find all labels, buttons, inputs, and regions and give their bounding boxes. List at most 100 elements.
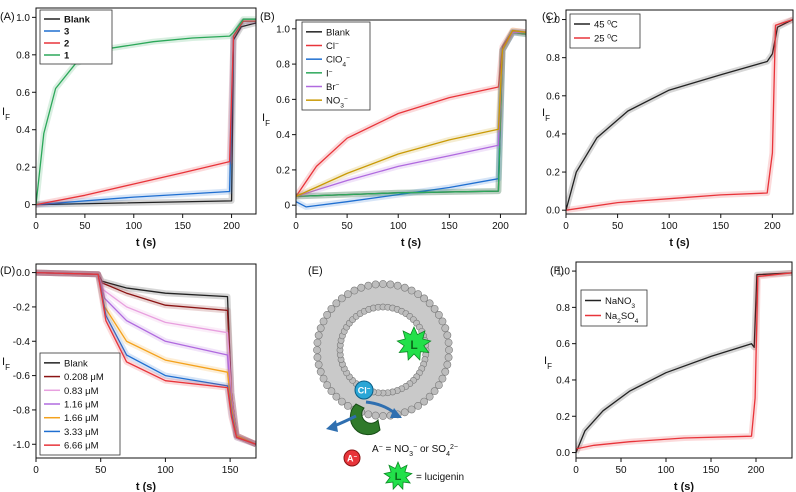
lipid-head-outer: [438, 374, 447, 383]
legend-label: Blank: [64, 15, 91, 26]
lipid-head-outer: [314, 360, 323, 369]
lipid-head-outer: [434, 381, 443, 390]
x-tick-label: 150: [703, 465, 720, 476]
y-tick-label: -0.6: [13, 371, 31, 382]
y-tick-label: 0.6: [556, 339, 570, 350]
series-group: [36, 16, 256, 208]
legend-box: [301, 21, 371, 111]
panel-label: (E): [308, 265, 323, 277]
chloride-ion-icon: [354, 380, 374, 400]
lipid-head-outer: [443, 331, 452, 340]
x-tick-label: 150: [712, 221, 729, 232]
legend-label: 45 0C: [594, 19, 618, 31]
lipid-head-outer: [400, 283, 409, 292]
x-tick-label: 200: [764, 221, 781, 232]
y-tick-label: 0.2: [16, 163, 30, 174]
legend-label: 1.16 μM: [64, 400, 99, 411]
lipid-head-outer: [400, 408, 409, 417]
y-tick-label: -0.4: [13, 337, 31, 348]
lipid-head-outer: [313, 338, 322, 347]
lipid-head-outer: [319, 374, 328, 383]
lipid-head-outer: [371, 280, 380, 289]
y-tick-label: 1.0: [556, 267, 570, 278]
x-tick-label: 200: [492, 221, 509, 232]
chart-panel-a: (A) 0 50 100 150 200 0 0.2 0.4 0.6 0.8 1.0 t (s) IF Bl…: [0, 7, 257, 249]
y-tick-label: 1.0: [16, 13, 30, 24]
x-tick-label: 100: [157, 465, 174, 476]
lucigenin-legend-symbol: L: [395, 471, 402, 483]
lipid-head-outer: [425, 392, 434, 401]
lipid-head-outer: [350, 286, 359, 295]
y-axis-label: IF: [542, 107, 550, 123]
series-line: [296, 29, 526, 197]
legend-label: Blank: [326, 27, 350, 38]
x-tick-label: 150: [222, 465, 239, 476]
x-tick-label: 200: [748, 465, 765, 476]
lipid-head-outer: [444, 353, 453, 362]
y-tick-label: 0.2: [556, 412, 570, 423]
series-group: [36, 269, 256, 448]
y-tick-label: 0.2: [276, 165, 290, 176]
legend: Blank Cl−ClO4−I− Br−NO3−: [301, 21, 371, 111]
legend-label: 6.66 μM: [64, 441, 99, 452]
lipid-head-outer: [337, 397, 346, 406]
legend-label: 3: [64, 27, 69, 38]
legend-label: Blank: [64, 358, 88, 369]
x-tick-label: 50: [615, 465, 627, 476]
y-tick-label: 0.8: [546, 53, 560, 64]
lipid-head-outer: [434, 310, 443, 319]
series-line: [36, 271, 256, 445]
lipid-head-outer: [327, 304, 336, 313]
arrow-out-head-icon: [390, 408, 402, 418]
lipid-head-outer: [444, 338, 453, 347]
chart-panel-b: (B) 0 50 100 150 200 0 0.2 0.4 0.6 0.8 1.0 t (s) IF Bl…: [260, 11, 527, 249]
legend-label: 0.208 μM: [64, 372, 104, 383]
legend-label: 0.83 μM: [64, 386, 99, 397]
anion-icon: [343, 449, 361, 467]
y-tick-label: 0.0: [16, 268, 30, 279]
chart-panel-c: (C) 0 50 100 150 200 0.0 0.2 0.4 0.6 0.8 1.0 t (s) IF…: [542, 9, 794, 249]
lipid-head-outer: [371, 411, 380, 420]
legend-label: 1: [64, 51, 70, 62]
lipid-head-outer: [420, 294, 429, 303]
panel-label: (B): [260, 11, 275, 23]
y-tick-label: 0.8: [16, 50, 30, 61]
lipid-head-outer: [313, 346, 321, 354]
x-tick-label: 100: [661, 221, 678, 232]
x-tick-label: 50: [342, 221, 354, 232]
y-tick-label: 0.4: [276, 130, 290, 141]
y-tick-label: 0.4: [16, 125, 30, 136]
lucigenin-legend-icon: [383, 460, 413, 491]
series-group: [576, 269, 792, 454]
x-tick-label: 0: [33, 221, 39, 232]
lipid-heads: [313, 280, 453, 420]
x-axis-label: t (s): [136, 237, 157, 249]
y-tick-label: 0.2: [546, 168, 560, 179]
y-tick-label: 0.4: [546, 129, 560, 140]
panel-label: (C): [542, 11, 557, 23]
series-group: [296, 27, 526, 210]
axes-frame: [565, 9, 794, 215]
axes-frame: [295, 19, 527, 215]
legend-label: 2: [64, 39, 69, 50]
y-tick-label: 0.8: [276, 60, 290, 71]
legend-label: Cl−: [326, 41, 339, 53]
legend: 45 0C 25 0C: [569, 13, 641, 49]
y-tick-label: 0.8: [556, 303, 570, 314]
lipid-head-outer: [386, 280, 395, 289]
lipid-head-outer: [379, 280, 387, 288]
legend-label: 1.66 μM: [64, 413, 99, 424]
legend-label: 3.33 μM: [64, 427, 99, 438]
vesicle-membrane: [317, 284, 449, 416]
schematic-panel-e: (E) L Cl− A− A− = NO3− or SO42− L = lucigenin: [308, 265, 464, 491]
series-group: [566, 16, 793, 214]
lipid-head-outer: [445, 346, 453, 354]
x-tick-label: 0: [33, 465, 39, 476]
x-tick-label: 150: [174, 221, 191, 232]
y-tick-label: -0.8: [13, 405, 31, 416]
lucigenin-symbol: L: [410, 338, 417, 352]
chart-panel-d: (D) 0 50 100 150 0.0 -0.2 -0.4 -0.6 -0.8 -1.0 t (s)…: [0, 263, 257, 492]
